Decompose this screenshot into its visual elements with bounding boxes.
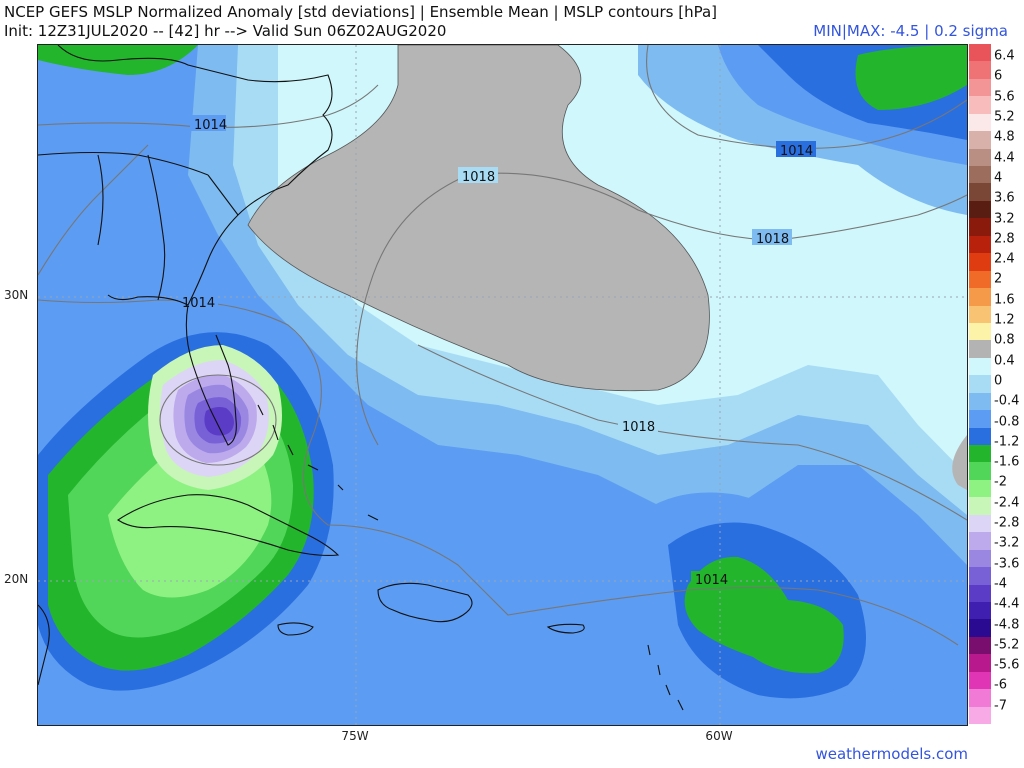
lat-label-30n: 30N [4, 288, 29, 302]
colorbar-swatch [969, 44, 991, 62]
near-normal-pressure-region [247, 45, 710, 392]
colorbar-label: -4.4 [994, 596, 1020, 612]
colorbar-label: -6 [994, 677, 1007, 693]
colorbar-swatch [969, 654, 991, 673]
colorbar-swatch [969, 619, 991, 638]
colorbar-label: -1.2 [994, 434, 1020, 450]
colorbar-label: 2 [994, 271, 1003, 287]
colorbar-label: 4 [994, 170, 1003, 186]
near-normal-pressure-region-east [952, 435, 967, 490]
init-valid-time: Init: 12Z31JUL2020 -- [42] hr --> Valid … [4, 22, 447, 40]
storm-anomaly-core [204, 407, 234, 436]
colorbar-swatch [969, 96, 991, 115]
colorbar-swatch [969, 445, 991, 463]
colorbar-swatch [969, 357, 991, 376]
colorbar-swatch [969, 497, 991, 516]
colorbar-swatch [969, 113, 991, 132]
colorbar-swatch [969, 584, 991, 603]
colorbar-label: -2 [994, 474, 1007, 490]
anomaly-map: 1014 1018 1014 1018 1014 1018 1014 [37, 44, 968, 726]
colorbar-swatch [969, 288, 991, 307]
colorbar-swatch [969, 410, 991, 429]
contour-label: 1014 [695, 573, 728, 588]
ne-anomaly-core [855, 45, 967, 110]
colorbar-swatch [969, 636, 991, 655]
colorbar-label: -1.6 [994, 454, 1020, 470]
colorbar-label: 5.2 [994, 109, 1015, 125]
contour-label: 1014 [194, 118, 227, 133]
colorbar-swatch [969, 166, 991, 184]
colorbar-label: 0.8 [994, 332, 1015, 348]
colorbar-label: 0 [994, 373, 1003, 389]
colorbar-swatch [969, 514, 991, 533]
colorbar-swatch [969, 235, 991, 254]
colorbar-swatch [969, 392, 991, 411]
colorbar-label: 3.2 [994, 211, 1015, 227]
contour-label: 1018 [622, 420, 655, 435]
colorbar-swatch [969, 549, 991, 568]
colorbar-swatch [969, 427, 991, 446]
colorbar-swatch [969, 148, 991, 167]
coastlines [38, 45, 684, 711]
colorbar-label: -5.6 [994, 657, 1020, 673]
colorbar-label: -4 [994, 576, 1007, 592]
lat-lon-grid [38, 45, 967, 725]
colorbar-swatch [969, 479, 991, 498]
map-title: NCEP GEFS MSLP Normalized Anomaly [std d… [4, 3, 718, 21]
colorbar-label: 5.6 [994, 89, 1015, 105]
colorbar-label: -5.2 [994, 637, 1020, 653]
colorbar-label: -7 [994, 698, 1007, 714]
colorbar-label: -0.8 [994, 414, 1020, 430]
colorbar-swatch [969, 61, 991, 80]
credit-text: weathermodels.com [815, 745, 968, 763]
colorbar-label: -3.2 [994, 535, 1020, 551]
colorbar-swatch [969, 671, 991, 690]
colorbar-swatch [969, 375, 991, 394]
lat-label-20n: 20N [4, 572, 29, 586]
colorbar-swatch [969, 270, 991, 289]
colorbar-swatch [969, 532, 991, 551]
min-max-readout: MIN|MAX: -4.5 | 0.2 sigma [813, 22, 1008, 40]
colorbar-swatch [969, 183, 991, 202]
colorbar-label: 6 [994, 68, 1003, 84]
colorbar-label: -4.8 [994, 617, 1020, 633]
colorbar-swatch [969, 305, 991, 324]
colorbar-label: 4.8 [994, 129, 1015, 145]
colorbar-label: 0.4 [994, 353, 1015, 369]
contour-label: 1018 [462, 170, 495, 185]
colorbar-label: 3.6 [994, 190, 1015, 206]
colorbar-swatch [969, 601, 991, 620]
lon-label-60w: 60W [705, 729, 733, 743]
colorbar-label: 6.4 [994, 48, 1015, 64]
colorbar-label: 4.4 [994, 150, 1015, 166]
colorbar-label: -0.4 [994, 393, 1020, 409]
colorbar-label: -2.8 [994, 515, 1020, 531]
colorbar-swatch [969, 706, 991, 725]
colorbar-swatch [969, 131, 991, 150]
colorbar-swatch [969, 340, 991, 359]
colorbar-swatch [969, 689, 991, 708]
colorbar-swatch [969, 462, 991, 481]
lon-label-75w: 75W [341, 729, 369, 743]
contour-label: 1014 [780, 144, 813, 159]
colorbar-swatch [969, 218, 991, 237]
colorbar-swatch [969, 567, 991, 585]
colorbar-label: 1.2 [994, 312, 1015, 328]
contour-label: 1018 [756, 232, 789, 247]
colorbar-label: -3.6 [994, 556, 1020, 572]
colorbar-label: 1.6 [994, 292, 1015, 308]
colorbar-swatch [969, 322, 991, 341]
colorbar-swatch [969, 78, 991, 97]
colorbar-label: 2.8 [994, 231, 1015, 247]
colorbar-swatch [969, 253, 991, 272]
colorbar-label: 2.4 [994, 251, 1015, 267]
colorbar-label: -2.4 [994, 495, 1020, 511]
colorbar-swatch [969, 200, 991, 219]
